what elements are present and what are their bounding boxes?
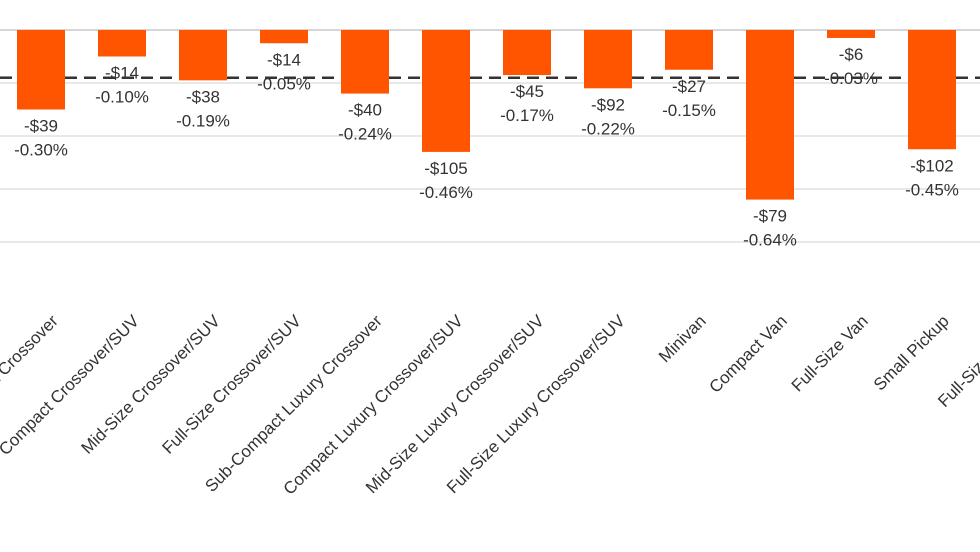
percent-label: -0.45% bbox=[905, 180, 959, 199]
bar-10 bbox=[746, 30, 794, 200]
dollar-label: -$45 bbox=[510, 82, 544, 101]
bar-5 bbox=[341, 30, 389, 94]
percent-label: -0.10% bbox=[95, 88, 149, 107]
category-label: Compact Van bbox=[705, 311, 790, 396]
dollar-label: -$27 bbox=[672, 77, 706, 96]
percent-label: -0.15% bbox=[662, 101, 716, 120]
bar-6 bbox=[422, 30, 470, 152]
bar-4 bbox=[260, 30, 308, 44]
dollar-label: -$105 bbox=[424, 159, 467, 178]
category-label: Full-Size Van bbox=[788, 311, 872, 395]
bar-1 bbox=[17, 30, 65, 110]
percent-label: -0.17% bbox=[500, 106, 554, 125]
category-label: Full-Size Luxury Crossover/SUV bbox=[443, 311, 629, 497]
gridlines bbox=[0, 29, 980, 243]
category-label: Minivan bbox=[655, 311, 710, 366]
bar-12 bbox=[908, 30, 956, 150]
dollar-label: -$40 bbox=[348, 101, 382, 120]
dollar-label: -$38 bbox=[186, 87, 220, 106]
percent-label: -0.19% bbox=[176, 111, 230, 130]
percent-label: -0.24% bbox=[338, 125, 392, 144]
category-label: Compact Luxury Crossover/SUV bbox=[280, 311, 468, 499]
dollar-label: -$14 bbox=[267, 50, 301, 69]
percent-label: -0.22% bbox=[581, 119, 635, 138]
category-label: Small Pickup bbox=[870, 311, 953, 394]
bar-11 bbox=[827, 30, 875, 38]
bars bbox=[17, 30, 956, 200]
percent-label: -0.64% bbox=[743, 231, 797, 250]
category-label: Sub-Compact Luxury Crossover bbox=[201, 311, 386, 496]
dollar-label: -$39 bbox=[24, 117, 58, 136]
dollar-label: -$102 bbox=[910, 156, 953, 175]
percent-label: -0.05% bbox=[257, 74, 311, 93]
percent-label: -0.30% bbox=[14, 141, 68, 160]
category-label: Mid-Size Crossover/SUV bbox=[77, 311, 224, 458]
bar-2 bbox=[98, 30, 146, 57]
dollar-label: -$79 bbox=[753, 207, 787, 226]
data-labels: -$39 -0.30% -$14 -0.10% -$38 -0.19% -$14 -0.05%… bbox=[14, 45, 959, 250]
dollar-label: -$92 bbox=[591, 95, 625, 114]
bar-3 bbox=[179, 30, 227, 81]
dollar-label: -$6 bbox=[839, 45, 864, 64]
category-label: Full-Size Crossover/SUV bbox=[158, 311, 305, 458]
category-label: Compact Crossover/SUV bbox=[0, 311, 143, 459]
percent-label: -0.46% bbox=[419, 183, 473, 202]
dollar-label: -$14 bbox=[105, 64, 139, 83]
category-label: Mid-Size Luxury Crossover/SUV bbox=[362, 311, 548, 497]
bar-7 bbox=[503, 30, 551, 76]
bar-8 bbox=[584, 30, 632, 89]
bar-9 bbox=[665, 30, 713, 70]
percent-label: -0.03% bbox=[824, 69, 878, 88]
